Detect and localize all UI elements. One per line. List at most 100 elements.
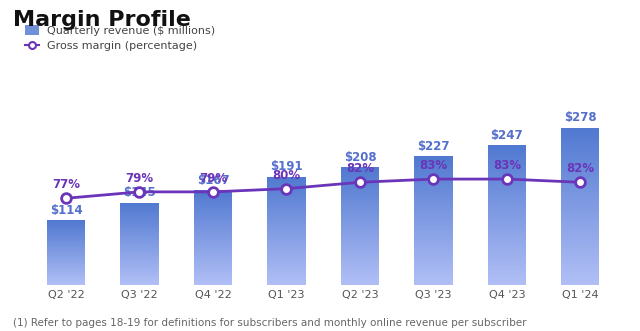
Bar	[47, 280, 85, 281]
Bar	[561, 201, 600, 202]
Bar	[47, 235, 85, 236]
Bar	[414, 200, 452, 201]
Bar	[268, 226, 305, 227]
Bar	[414, 246, 452, 247]
Bar	[341, 215, 379, 216]
Bar	[341, 229, 379, 230]
Bar	[268, 277, 305, 278]
Bar	[268, 194, 305, 195]
Bar	[120, 204, 159, 205]
Bar	[47, 256, 85, 257]
Text: 82%: 82%	[346, 162, 374, 175]
Bar	[341, 274, 379, 275]
Bar	[268, 236, 305, 237]
Bar	[488, 274, 526, 275]
Text: 80%: 80%	[273, 168, 301, 182]
Bar	[47, 262, 85, 263]
Bar	[341, 168, 379, 169]
Bar	[268, 251, 305, 252]
Bar	[561, 128, 600, 129]
Bar	[341, 206, 379, 207]
Bar	[194, 208, 232, 209]
Bar	[561, 204, 600, 205]
Bar	[341, 258, 379, 259]
Bar	[120, 232, 159, 233]
Bar	[120, 250, 159, 251]
Bar	[194, 221, 232, 222]
Bar	[561, 190, 600, 192]
Text: 82%: 82%	[566, 162, 595, 175]
Bar	[414, 266, 452, 267]
Bar	[341, 185, 379, 186]
Bar	[120, 212, 159, 213]
Bar	[268, 278, 305, 279]
Bar	[414, 189, 452, 190]
Bar	[488, 229, 526, 230]
Bar	[561, 163, 600, 164]
Bar	[268, 266, 305, 267]
Bar	[561, 137, 600, 138]
Bar	[47, 271, 85, 272]
Bar	[194, 279, 232, 280]
Bar	[47, 265, 85, 266]
Bar	[341, 270, 379, 271]
Bar	[414, 213, 452, 214]
Bar	[120, 210, 159, 211]
Bar	[488, 275, 526, 276]
Bar	[47, 223, 85, 224]
Bar	[194, 278, 232, 279]
Bar	[194, 261, 232, 262]
Bar	[341, 214, 379, 215]
Bar	[341, 236, 379, 237]
Bar	[561, 253, 600, 255]
Bar	[194, 236, 232, 237]
Bar	[268, 187, 305, 188]
Bar	[268, 262, 305, 263]
Bar	[414, 254, 452, 255]
Bar	[341, 220, 379, 221]
Bar	[488, 264, 526, 265]
Bar	[47, 233, 85, 234]
Bar	[341, 246, 379, 247]
Bar	[561, 132, 600, 133]
Bar	[488, 278, 526, 279]
Bar	[488, 226, 526, 228]
Bar	[268, 250, 305, 251]
Bar	[488, 193, 526, 194]
Bar	[194, 206, 232, 207]
Bar	[194, 264, 232, 265]
Bar	[268, 220, 305, 221]
Bar	[120, 274, 159, 275]
Bar	[488, 160, 526, 162]
Bar	[488, 166, 526, 167]
Bar	[268, 243, 305, 244]
Bar	[194, 216, 232, 217]
Bar	[120, 227, 159, 228]
Bar	[488, 155, 526, 156]
Bar	[414, 183, 452, 184]
Bar	[341, 217, 379, 218]
Bar	[47, 260, 85, 261]
Bar	[488, 181, 526, 182]
Bar	[47, 222, 85, 223]
Bar	[194, 275, 232, 276]
Bar	[120, 282, 159, 283]
Bar	[341, 192, 379, 193]
Bar	[488, 178, 526, 179]
Bar	[194, 254, 232, 255]
Bar	[268, 234, 305, 235]
Bar	[268, 185, 305, 186]
Text: $227: $227	[417, 140, 450, 153]
Bar	[414, 257, 452, 258]
Bar	[47, 230, 85, 231]
Bar	[268, 218, 305, 219]
Bar	[488, 271, 526, 272]
Bar	[561, 260, 600, 261]
Bar	[268, 230, 305, 231]
Bar	[561, 235, 600, 236]
Bar	[341, 260, 379, 261]
Bar	[341, 170, 379, 171]
Bar	[194, 269, 232, 270]
Bar	[341, 225, 379, 226]
Bar	[120, 247, 159, 248]
